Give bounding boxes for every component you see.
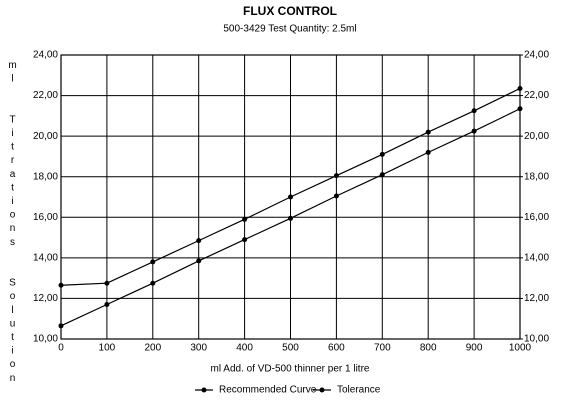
y-tick-label: 14,00 (33, 252, 58, 263)
data-point (58, 323, 64, 329)
data-point (196, 238, 202, 244)
data-point (471, 128, 477, 134)
data-point (333, 173, 339, 179)
y-tick-label: 16,00 (33, 212, 58, 223)
legend-label: Tolerance (337, 385, 381, 396)
x-tick-label: 0 (58, 343, 64, 354)
y-axis-label: ml Titrations Solution (7, 60, 18, 387)
x-tick-label: 100 (99, 343, 116, 354)
y-tick-label: 22,00 (33, 90, 58, 101)
data-point (242, 237, 248, 243)
data-point (288, 215, 293, 221)
y2-tick-label: 16,00 (524, 212, 549, 223)
data-point (333, 193, 339, 199)
legend-marker (201, 387, 207, 393)
y-tick-label: 18,00 (33, 171, 58, 182)
data-point (379, 151, 385, 157)
data-point (517, 106, 523, 112)
x-tick-label: 1000 (509, 343, 532, 354)
data-point (58, 282, 64, 288)
data-point (517, 85, 523, 91)
data-point (288, 194, 293, 200)
chart-title: FLUX CONTROL (243, 4, 337, 18)
data-point (425, 129, 431, 135)
y-tick-label: 10,00 (33, 334, 58, 345)
x-axis-label: ml Add. of VD-500 thinner per 1 litre (211, 364, 370, 375)
data-point (379, 172, 385, 178)
y2-tick-label: 12,00 (524, 293, 549, 304)
x-tick-label: 600 (328, 343, 345, 354)
x-tick-label: 700 (374, 343, 391, 354)
data-point (196, 258, 202, 264)
data-point (471, 108, 477, 114)
data-point (425, 149, 431, 155)
y-tick-label: 12,00 (33, 293, 58, 304)
x-tick-label: 500 (282, 343, 299, 354)
data-point (242, 216, 248, 222)
chart-subtitle: 500-3429 Test Quantity: 2.5ml (223, 24, 356, 35)
x-tick-label: 800 (420, 343, 437, 354)
data-point (104, 302, 110, 308)
legend-marker (319, 387, 325, 393)
y2-tick-label: 18,00 (524, 171, 549, 182)
y2-tick-label: 24,00 (524, 50, 549, 61)
y2-tick-label: 20,00 (524, 131, 549, 142)
y2-tick-label: 14,00 (524, 252, 549, 263)
data-point (150, 280, 156, 286)
x-tick-label: 900 (466, 343, 483, 354)
plot-border (60, 54, 521, 340)
x-tick-label: 400 (236, 343, 253, 354)
data-point (104, 280, 110, 286)
x-tick-label: 300 (190, 343, 207, 354)
legend-label: Recommended Curve (219, 385, 317, 396)
x-tick-label: 200 (144, 343, 161, 354)
y-tick-label: 24,00 (33, 50, 58, 61)
y-tick-label: 20,00 (33, 131, 58, 142)
y2-tick-label: 10,00 (524, 334, 549, 345)
y2-tick-label: 22,00 (524, 90, 549, 101)
data-point (150, 259, 156, 265)
